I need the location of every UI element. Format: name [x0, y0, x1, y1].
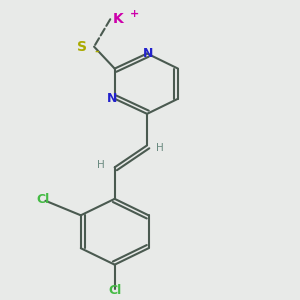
Text: N: N [106, 92, 117, 105]
Text: -: - [94, 47, 99, 57]
Text: +: + [130, 9, 140, 19]
Text: N: N [143, 47, 154, 60]
Text: H: H [156, 143, 164, 153]
Text: Cl: Cl [108, 284, 121, 297]
Text: Cl: Cl [36, 193, 49, 206]
Text: H: H [97, 160, 104, 170]
Text: S: S [77, 40, 87, 54]
Text: K: K [113, 12, 124, 26]
